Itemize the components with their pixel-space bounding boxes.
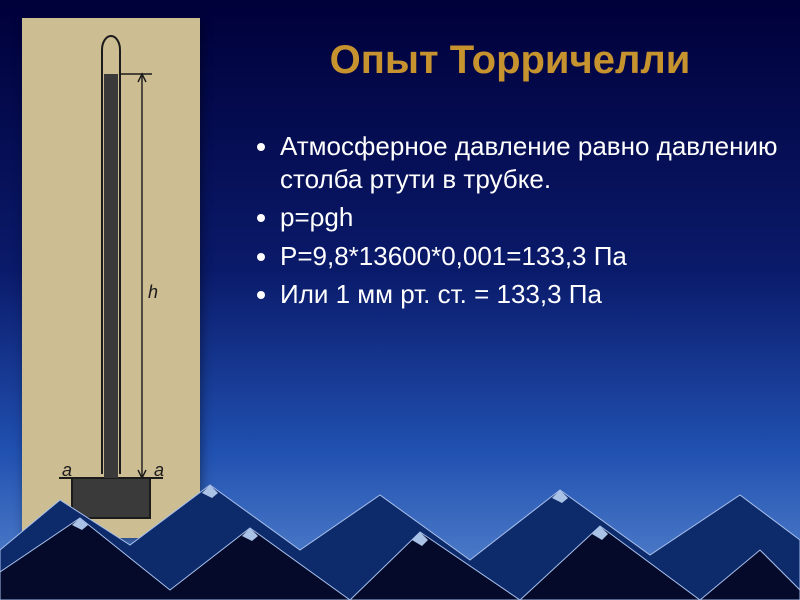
label-a-left: а (62, 460, 72, 480)
slide-title: Опыт Торричелли (250, 38, 770, 83)
slide: а а h Опыт Торричелли Атмосферное давлен… (0, 0, 800, 600)
slide-content: Атмосферное давление равно давлению стол… (250, 130, 780, 317)
list-item: Или 1 мм рт. ст. = 133,3 Па (280, 278, 780, 311)
label-a-right: а (154, 460, 164, 480)
list-item: Атмосферное давление равно давлению стол… (280, 130, 780, 195)
diagram-svg: а а h (22, 18, 200, 538)
list-item: p=ρgh (280, 201, 780, 234)
label-h: h (148, 282, 158, 302)
bullet-list: Атмосферное давление равно давлению стол… (250, 130, 780, 311)
list-item: P=9,8*13600*0,001=133,3 Па (280, 240, 780, 273)
torricelli-diagram: а а h (22, 18, 200, 538)
